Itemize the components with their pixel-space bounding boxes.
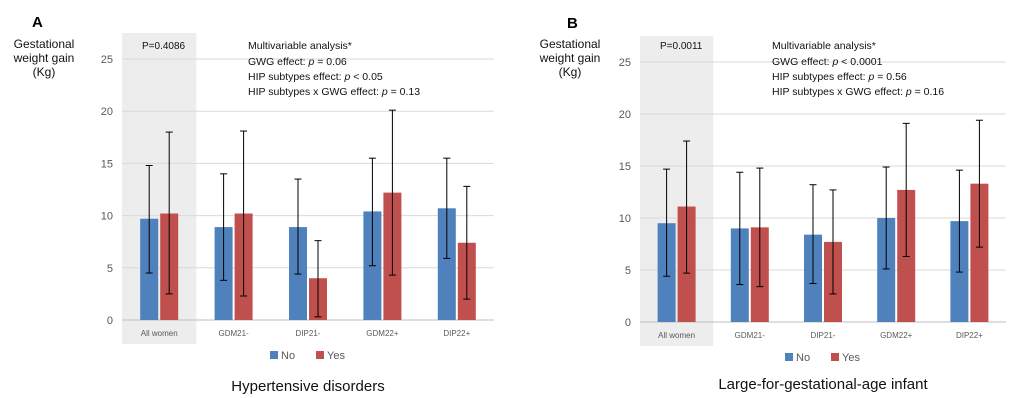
effect-line: HIP subtypes effect: p < 0.05 <box>248 71 383 83</box>
x-tick-label: DIP21- <box>811 331 836 340</box>
y-axis-label: Gestational <box>540 37 601 51</box>
legend-swatch-yes <box>316 351 324 359</box>
legend-label-yes: Yes <box>842 352 860 364</box>
y-axis-label: weight gain <box>13 51 75 65</box>
bar-yes-dip22- <box>970 183 989 322</box>
bar-no-dip22- <box>437 208 456 320</box>
effect-line: HIP subtypes x GWG effect: p = 0.16 <box>772 86 944 98</box>
effect-line: GWG effect: p < 0.0001 <box>772 56 883 68</box>
y-tick-label: 25 <box>101 54 113 66</box>
panel-label: A <box>32 14 43 31</box>
legend-label-no: No <box>281 350 295 362</box>
y-tick-label: 5 <box>625 265 631 277</box>
y-tick-label: 15 <box>101 158 113 170</box>
x-tick-label: DIP22+ <box>443 329 470 338</box>
x-tick-label: GDM22+ <box>366 329 399 338</box>
chart-panel-a: 0 5 10 15 20 25 All women GDM21- DIP21- GDM22+ DIP… <box>13 14 494 395</box>
effect-line: HIP subtypes effect: p = 0.56 <box>772 71 907 83</box>
legend-label-no: No <box>796 352 810 364</box>
x-tick-label: GDM22+ <box>880 331 913 340</box>
x-tick-label: All women <box>141 329 178 338</box>
highlight-band <box>640 36 714 346</box>
y-tick-label: 20 <box>101 106 113 118</box>
y-axis-label: weight gain <box>539 51 601 65</box>
x-tick-label: DIP21- <box>296 329 321 338</box>
y-axis-label: (Kg) <box>33 65 56 79</box>
analysis-title: Multivariable analysis* <box>248 40 352 52</box>
legend-swatch-no <box>270 351 278 359</box>
effect-line: GWG effect: p = 0.06 <box>248 56 347 68</box>
highlight-band <box>122 33 197 344</box>
x-tick-label: All women <box>658 331 695 340</box>
y-tick-label: 0 <box>625 317 631 329</box>
chart-panel-b: 0 5 10 15 20 25 All women GDM21- DIP21- GDM22+ DIP… <box>539 15 1006 393</box>
p-value-label: P=0.4086 <box>142 41 186 52</box>
x-tick-label: GDM21- <box>218 329 249 338</box>
y-tick-label: 5 <box>107 263 113 275</box>
bar-no-gdm22- <box>877 218 896 322</box>
legend-label-yes: Yes <box>327 350 345 362</box>
y-tick-label: 10 <box>619 213 631 225</box>
y-axis-label: Gestational <box>14 37 75 51</box>
y-tick-label: 0 <box>107 315 113 327</box>
effect-line: HIP subtypes x GWG effect: p = 0.13 <box>248 86 420 98</box>
x-tick-label: DIP22+ <box>956 331 983 340</box>
analysis-title: Multivariable analysis* <box>772 40 876 52</box>
y-tick-label: 10 <box>101 211 113 223</box>
legend-swatch-no <box>785 353 793 361</box>
panel-label: B <box>567 15 578 32</box>
p-value-label: P=0.0011 <box>660 41 703 52</box>
x-axis-label: Large-for-gestational-age infant <box>718 376 928 393</box>
y-axis-label: (Kg) <box>559 65 582 79</box>
x-axis-label: Hypertensive disorders <box>231 378 384 395</box>
y-tick-label: 15 <box>619 161 631 173</box>
legend-swatch-yes <box>831 353 839 361</box>
y-tick-label: 20 <box>619 109 631 121</box>
x-tick-label: GDM21- <box>735 331 766 340</box>
y-tick-label: 25 <box>619 57 631 69</box>
